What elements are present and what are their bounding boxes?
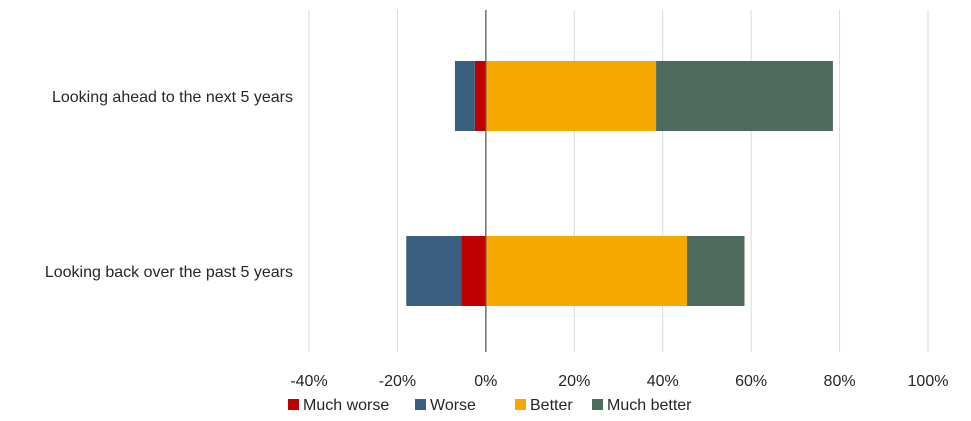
- x-tick-label-6: 80%: [824, 373, 856, 390]
- x-tick-label-4: 40%: [647, 373, 679, 390]
- bar-better-1: [485, 236, 688, 306]
- bar-worse-1: [406, 236, 462, 306]
- category-label-0: Looking ahead to the next 5 years: [52, 89, 293, 106]
- legend-swatch-1: [415, 399, 426, 410]
- category-label-1: Looking back over the past 5 years: [45, 264, 293, 281]
- bar-much-worse-0: [474, 61, 486, 131]
- bar-much-better-0: [656, 61, 833, 131]
- legend-swatch-3: [592, 399, 603, 410]
- x-tick-label-3: 20%: [558, 373, 590, 390]
- x-tick-label-7: 100%: [908, 373, 949, 390]
- x-tick-label-2: 0%: [474, 373, 497, 390]
- legend-label-2: Better: [530, 397, 573, 414]
- bar-much-worse-1: [461, 236, 486, 306]
- legend-label-0: Much worse: [303, 397, 389, 414]
- bar-much-better-1: [687, 236, 745, 306]
- legend-label-3: Much better: [607, 397, 692, 414]
- bar-worse-0: [454, 61, 475, 131]
- x-tick-label-0: -40%: [290, 373, 327, 390]
- legend-swatch-2: [515, 399, 526, 410]
- x-tick-label-5: 60%: [735, 373, 767, 390]
- bar-better-0: [485, 61, 657, 131]
- legend-swatch-0: [288, 399, 299, 410]
- bars: [406, 61, 833, 306]
- x-axis-tick-labels: -40% -20% 0% 20% 40% 60% 80% 100%: [290, 373, 948, 390]
- category-labels: Looking ahead to the next 5 years Looking…: [45, 89, 293, 281]
- legend: Much worse Worse Better Much better: [288, 397, 692, 414]
- legend-label-1: Worse: [430, 397, 476, 414]
- x-tick-label-1: -20%: [379, 373, 416, 390]
